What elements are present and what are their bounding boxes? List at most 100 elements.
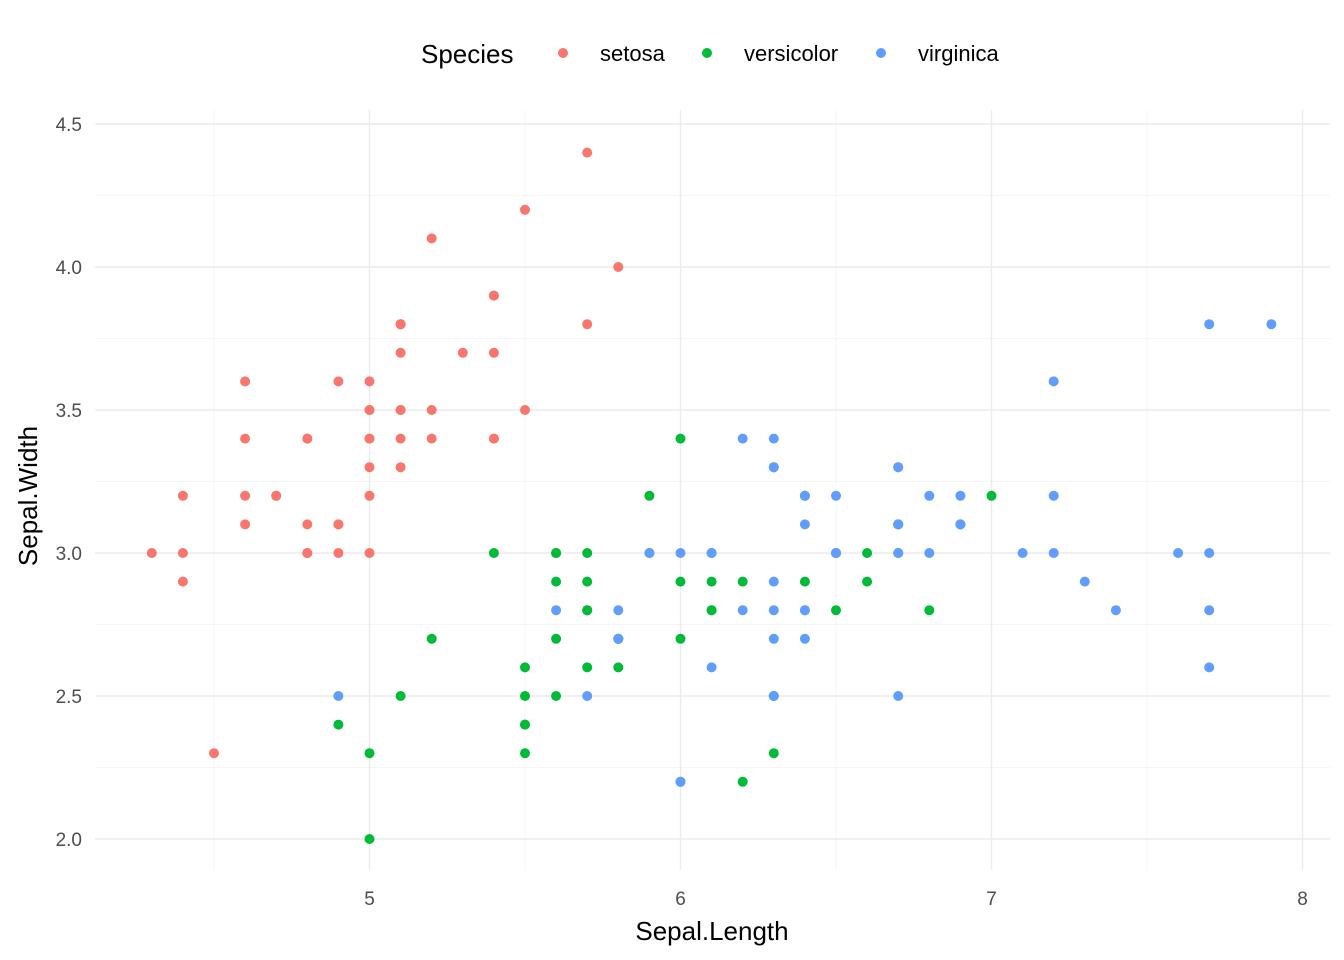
point-virginica xyxy=(955,490,966,501)
point-virginica xyxy=(799,490,810,501)
point-setosa xyxy=(520,405,530,415)
point-setosa xyxy=(364,462,375,473)
point-setosa xyxy=(302,519,313,530)
point-virginica xyxy=(675,776,686,787)
point-virginica xyxy=(551,605,562,616)
point-virginica xyxy=(1017,548,1028,558)
x-axis-title: Sepal.Length xyxy=(635,916,788,946)
point-versicolor xyxy=(333,719,344,730)
x-tick-label: 7 xyxy=(986,889,997,910)
point-virginica xyxy=(1204,662,1215,673)
point-setosa xyxy=(302,433,313,444)
point-setosa xyxy=(333,376,344,387)
point-setosa xyxy=(302,548,313,558)
point-virginica xyxy=(706,662,717,673)
point-setosa xyxy=(240,433,251,444)
point-setosa xyxy=(488,347,499,358)
point-virginica xyxy=(955,519,966,530)
point-virginica xyxy=(1110,605,1121,616)
point-virginica xyxy=(831,548,841,558)
y-tick-label: 4.5 xyxy=(56,115,82,136)
point-setosa xyxy=(613,262,624,272)
y-tick-label: 2.5 xyxy=(56,687,82,708)
point-setosa xyxy=(364,490,375,501)
legend-item-virginica: virginica xyxy=(876,41,999,66)
legend-item-setosa: setosa xyxy=(558,41,666,66)
point-setosa xyxy=(240,376,251,387)
point-versicolor xyxy=(675,633,686,644)
point-setosa xyxy=(364,433,375,444)
point-virginica xyxy=(768,462,779,473)
point-versicolor xyxy=(551,548,562,558)
point-versicolor xyxy=(768,748,779,759)
x-axis-tick-labels: 5 6 7 8 xyxy=(364,889,1308,910)
point-versicolor xyxy=(364,834,375,844)
point-virginica xyxy=(675,548,686,558)
point-setosa xyxy=(395,347,406,358)
point-virginica xyxy=(613,633,624,644)
point-virginica xyxy=(768,633,779,644)
x-tick-label: 5 xyxy=(364,889,375,910)
point-virginica xyxy=(1048,376,1059,387)
point-setosa xyxy=(426,405,437,415)
point-virginica xyxy=(1079,576,1090,587)
point-versicolor xyxy=(395,691,406,701)
point-virginica xyxy=(333,691,344,701)
point-versicolor xyxy=(831,605,841,616)
point-setosa xyxy=(177,576,188,587)
point-versicolor xyxy=(520,662,530,673)
point-virginica xyxy=(768,691,779,701)
legend-label-virginica: virginica xyxy=(918,41,999,66)
point-setosa xyxy=(395,319,406,330)
point-virginica xyxy=(893,519,904,530)
legend-title: Species xyxy=(421,39,514,69)
point-setosa xyxy=(333,519,344,530)
y-axis-tick-labels: 2.0 2.5 3.0 3.5 4.0 4.5 xyxy=(56,115,82,851)
point-setosa xyxy=(240,490,251,501)
legend: Species setosa versicolor virginica xyxy=(421,39,999,69)
point-virginica xyxy=(737,605,748,616)
point-setosa xyxy=(426,233,437,244)
legend-key-setosa xyxy=(558,48,568,58)
point-versicolor xyxy=(551,633,562,644)
point-setosa xyxy=(364,376,375,387)
point-setosa xyxy=(457,347,468,358)
point-versicolor xyxy=(799,576,810,587)
point-virginica xyxy=(706,548,717,558)
point-virginica xyxy=(893,462,904,473)
point-virginica xyxy=(768,605,779,616)
point-virginica xyxy=(613,605,624,616)
point-virginica xyxy=(1204,319,1215,330)
point-versicolor xyxy=(675,433,686,444)
point-versicolor xyxy=(426,633,437,644)
x-tick-label: 6 xyxy=(675,889,686,910)
point-versicolor xyxy=(737,776,748,787)
point-virginica xyxy=(737,433,748,444)
point-setosa xyxy=(240,519,251,530)
x-tick-label: 8 xyxy=(1297,889,1308,910)
point-setosa xyxy=(426,433,437,444)
point-versicolor xyxy=(986,490,997,501)
series-virginica xyxy=(333,319,1277,787)
point-virginica xyxy=(799,633,810,644)
point-virginica xyxy=(893,548,904,558)
point-virginica xyxy=(1204,548,1215,558)
point-versicolor xyxy=(551,691,562,701)
point-versicolor xyxy=(644,490,655,501)
point-versicolor xyxy=(582,605,593,616)
y-tick-label: 3.5 xyxy=(56,401,82,422)
y-tick-label: 3.0 xyxy=(56,544,82,565)
point-setosa xyxy=(488,290,499,301)
legend-key-virginica xyxy=(876,48,886,58)
point-virginica xyxy=(1204,605,1215,616)
point-setosa xyxy=(146,548,157,558)
point-setosa xyxy=(582,147,593,158)
point-virginica xyxy=(1266,319,1277,330)
data-points xyxy=(146,147,1277,844)
series-setosa xyxy=(146,147,624,759)
series-versicolor xyxy=(333,433,997,844)
point-setosa xyxy=(364,548,375,558)
point-setosa xyxy=(364,405,375,415)
point-setosa xyxy=(488,433,499,444)
